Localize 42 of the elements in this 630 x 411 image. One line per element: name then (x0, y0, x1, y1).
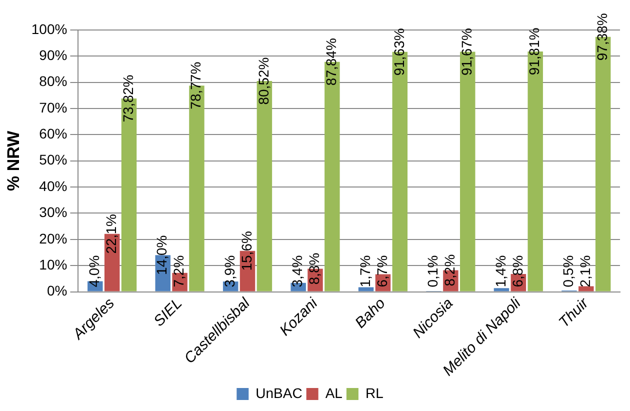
y-tick-label: 100% (31, 20, 68, 37)
data-label: 1,7% (356, 255, 373, 288)
data-label: 0,5% (560, 255, 576, 288)
data-label: 4,0% (86, 255, 102, 288)
legend-label: UnBAC (256, 384, 302, 401)
data-label: 14,0% (154, 235, 170, 275)
bar (358, 287, 374, 292)
y-tick-label: 90% (39, 47, 68, 64)
data-label: 15,6% (238, 231, 254, 271)
bar (494, 288, 510, 292)
data-label: 7,2% (170, 255, 187, 288)
data-label: 0,1% (424, 255, 441, 288)
data-label: 91,81% (526, 28, 542, 76)
data-label: 6,8% (509, 255, 526, 288)
data-label: 8,2% (442, 254, 458, 286)
data-label: 3,9% (221, 255, 238, 288)
y-tick-label: 10% (39, 256, 68, 272)
data-label: 80,52% (255, 57, 272, 105)
y-tick-label: 50% (39, 152, 68, 168)
y-tick-label: 80% (39, 73, 68, 90)
y-tick-label: 70% (39, 99, 68, 116)
data-label: 73,82% (120, 74, 136, 122)
data-label: 91,67% (458, 28, 474, 76)
y-tick-label: 30% (39, 204, 68, 220)
data-label: 8,8% (306, 252, 322, 285)
data-label: 91,63% (390, 28, 407, 76)
data-label: 78,77% (188, 62, 204, 110)
y-tick-label: 0% (46, 282, 68, 299)
legend-label: RL (365, 384, 384, 401)
data-label: 97,38% (594, 13, 610, 61)
y-tick-label: 60% (39, 126, 68, 142)
data-label: 22,1% (102, 214, 119, 254)
data-label: 6,7% (374, 255, 390, 288)
bar (578, 286, 594, 292)
data-label: 87,84% (323, 38, 340, 86)
legend-label: AL (325, 384, 343, 401)
y-tick-label: 20% (39, 230, 68, 246)
y-tick-label: 40% (39, 178, 68, 194)
data-label: 1,4% (492, 255, 508, 288)
data-label: 3,4% (289, 255, 306, 288)
data-label: 2,1% (576, 255, 593, 288)
y-axis-title: % NRW (4, 130, 23, 191)
